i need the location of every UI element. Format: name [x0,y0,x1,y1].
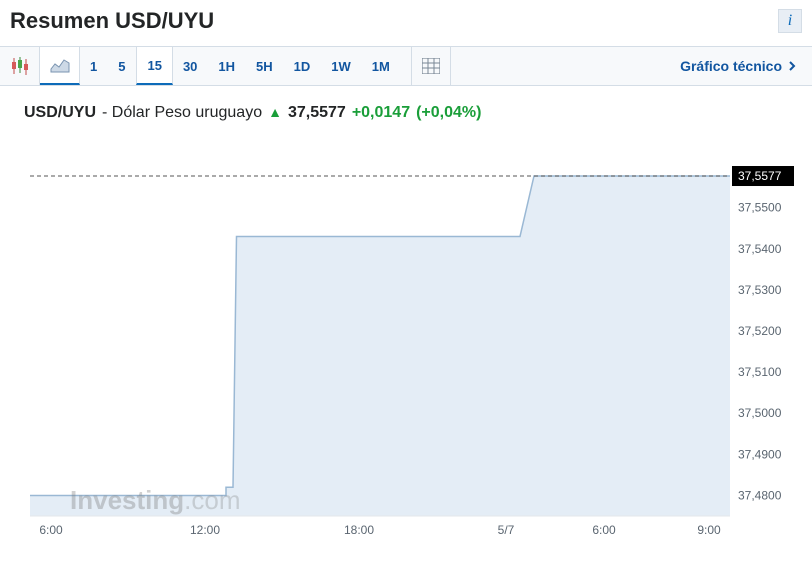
timeframe-1H[interactable]: 1H [208,47,246,85]
timeframe-1D[interactable]: 1D [284,47,322,85]
header: Resumen USD/UYU i [0,0,812,46]
timeframe-group: 1515301H5H1D1W1M [80,47,401,85]
svg-text:37,5400: 37,5400 [738,242,782,256]
toolbar-left: 1515301H5H1D1W1M [0,47,451,85]
svg-text:37,4800: 37,4800 [738,488,782,502]
svg-text:37,5300: 37,5300 [738,283,782,297]
svg-text:37,5100: 37,5100 [738,365,782,379]
svg-text:37,5500: 37,5500 [738,201,782,215]
price-chart: 37,4800 37,4900 37,5000 37,5100 37,5200 37,53… [10,136,800,556]
candlestick-chart-button[interactable] [0,47,40,85]
timeframe-5[interactable]: 5 [108,47,136,85]
technical-chart-link[interactable]: Gráfico técnico [666,47,812,85]
svg-text:6:00: 6:00 [592,523,616,537]
svg-text:37,5200: 37,5200 [738,324,782,338]
timeframe-5H[interactable]: 5H [246,47,284,85]
area-chart-button[interactable] [40,47,80,85]
svg-text:9:00: 9:00 [697,523,721,537]
current-price: 37,5577 [288,104,346,122]
table-icon [422,58,440,74]
svg-text:37,5000: 37,5000 [738,406,782,420]
price-change: +0,0147 [352,104,410,122]
table-view-button[interactable] [411,47,451,85]
chevron-right-icon [786,60,798,72]
price-change-pct: (+0,04%) [416,104,481,122]
pair-description: - Dólar Peso uruguayo [102,104,262,122]
timeframe-15[interactable]: 15 [136,47,172,85]
timeframe-1[interactable]: 1 [80,47,108,85]
direction-up-icon: ▲ [268,104,282,120]
currency-pair: USD/UYU [24,104,96,122]
svg-text:6:00: 6:00 [39,523,63,537]
svg-text:5/7: 5/7 [498,523,515,537]
technical-chart-label: Gráfico técnico [680,58,782,74]
info-icon[interactable]: i [778,9,802,33]
svg-text:37,5577: 37,5577 [738,169,782,183]
chart-container: 37,4800 37,4900 37,5000 37,5100 37,5200 37,53… [10,136,802,556]
svg-text:12:00: 12:00 [190,523,220,537]
area-chart-icon [50,57,70,73]
timeframe-30[interactable]: 30 [173,47,208,85]
timeframe-1W[interactable]: 1W [321,47,362,85]
chart-summary-row: USD/UYU - Dólar Peso uruguayo ▲ 37,5577 … [0,86,812,126]
svg-text:18:00: 18:00 [344,523,374,537]
timeframe-1M[interactable]: 1M [362,47,401,85]
candlestick-icon [10,56,30,76]
toolbar-spacer [451,47,666,85]
toolbar: 1515301H5H1D1W1M Gráfico técnico [0,46,812,86]
page-title: Resumen USD/UYU [10,8,214,34]
svg-text:37,4900: 37,4900 [738,447,782,461]
